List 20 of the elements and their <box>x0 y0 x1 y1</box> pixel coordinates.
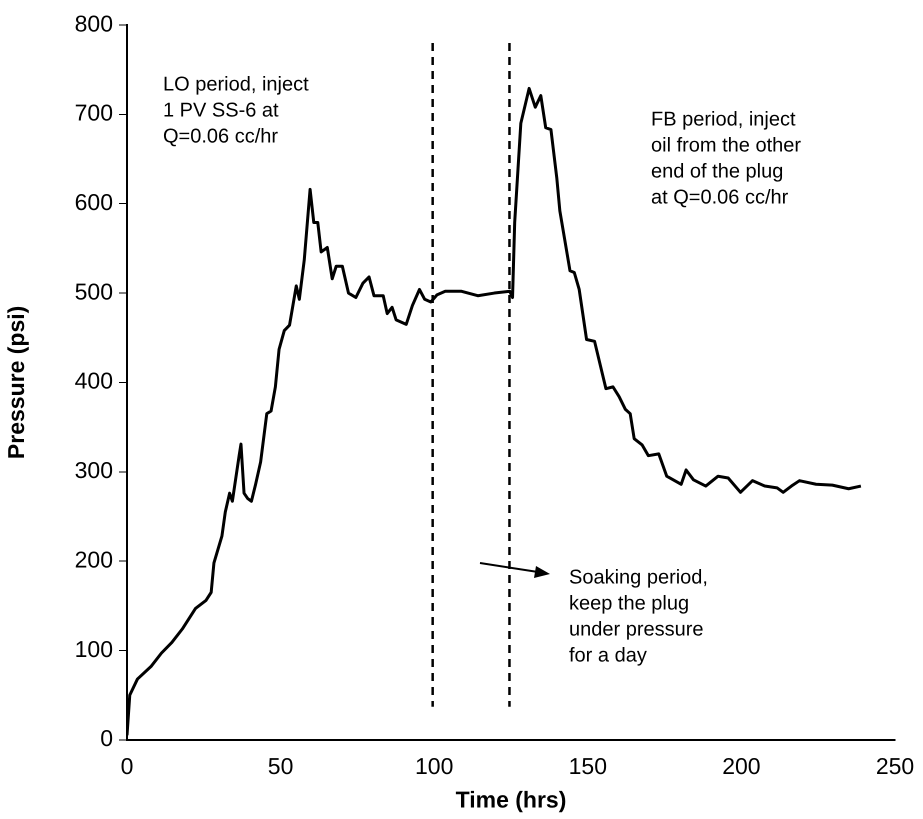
y-tick-label: 800 <box>74 10 113 36</box>
annotation: Soaking period, keep the plug under pressure for a day <box>569 566 708 667</box>
y-tick-label: 700 <box>74 100 113 126</box>
y-tick-label: 200 <box>74 546 113 572</box>
x-tick-label: 0 <box>120 752 134 779</box>
x-tick-label: 100 <box>415 752 454 779</box>
y-tick-label: 100 <box>74 636 113 662</box>
x-tick-label: 150 <box>568 752 607 779</box>
y-tick-label: 400 <box>74 368 113 394</box>
y-tick-label: 300 <box>74 457 113 484</box>
x-axis-title: Time (hrs) <box>456 786 566 813</box>
y-axis-title: Pressure (psi) <box>3 306 30 460</box>
x-tick-label: 250 <box>876 752 914 779</box>
y-tick-label: 0 <box>100 725 113 752</box>
x-tick-label: 200 <box>722 752 761 779</box>
annotation: FB period, inject oil from the other end of the plug at Q=0.06 cc/hr <box>651 108 802 209</box>
x-tick-label: 50 <box>268 752 294 779</box>
annotation: LO period, inject 1 PV SS-6 at Q=0.06 cc/hr <box>163 74 310 148</box>
y-tick-label: 600 <box>74 189 113 216</box>
y-tick-label: 500 <box>74 278 113 304</box>
